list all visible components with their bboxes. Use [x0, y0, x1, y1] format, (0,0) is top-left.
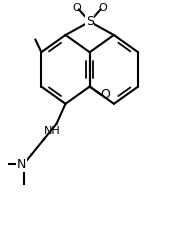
- Text: O: O: [100, 88, 110, 101]
- Text: S: S: [86, 15, 94, 28]
- Text: NH: NH: [44, 126, 60, 136]
- Text: O: O: [73, 3, 81, 13]
- Text: O: O: [98, 3, 107, 13]
- Text: N: N: [17, 158, 26, 171]
